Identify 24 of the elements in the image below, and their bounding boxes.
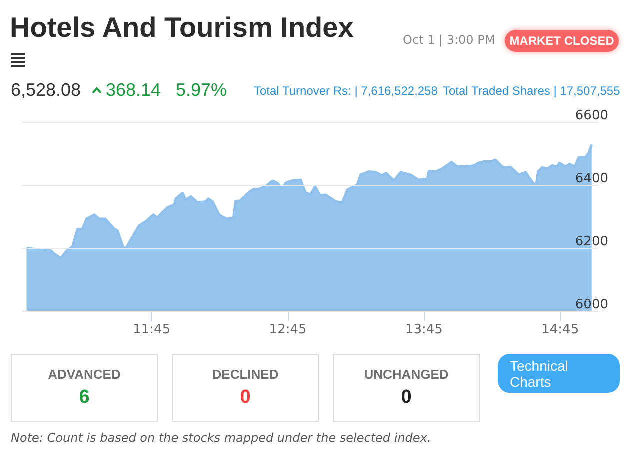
x-tick-label: 11:45 bbox=[133, 322, 171, 338]
text: Oct 1 | 3:00 PM bbox=[403, 33, 496, 47]
text: Total Traded Shares | 17,507,555 bbox=[443, 84, 620, 98]
x-tick-label: 13:45 bbox=[405, 322, 443, 338]
text: Total Turnover Rs: | 7,616,522,258 bbox=[254, 84, 438, 98]
y-tick-label: 6400 bbox=[575, 172, 608, 186]
text: Technical Charts bbox=[498, 354, 620, 393]
x-tick-label: 14:45 bbox=[542, 322, 580, 338]
text: 368.14 bbox=[106, 80, 162, 101]
y-tick-label: 6000 bbox=[575, 298, 608, 312]
text: 0 bbox=[239, 387, 252, 409]
text: 6 bbox=[78, 387, 91, 409]
text: 6,528.08 bbox=[11, 80, 82, 101]
text: DECLINED bbox=[211, 367, 280, 382]
text: ADVANCED bbox=[47, 367, 122, 382]
y-tick-label: 6200 bbox=[575, 234, 608, 250]
chart-title: Hotels And Tourism Index bbox=[10, 12, 354, 44]
text: Note: Count is based on the stocks mapped under the selected index. bbox=[11, 431, 432, 445]
text: UNCHANGED bbox=[363, 367, 450, 382]
text: 5.97% bbox=[176, 80, 228, 101]
y-tick-label: 6600 bbox=[575, 108, 608, 124]
x-tick-label: 12:45 bbox=[269, 322, 307, 338]
text: MARKET CLOSED bbox=[505, 30, 619, 52]
text: 0 bbox=[400, 387, 413, 409]
